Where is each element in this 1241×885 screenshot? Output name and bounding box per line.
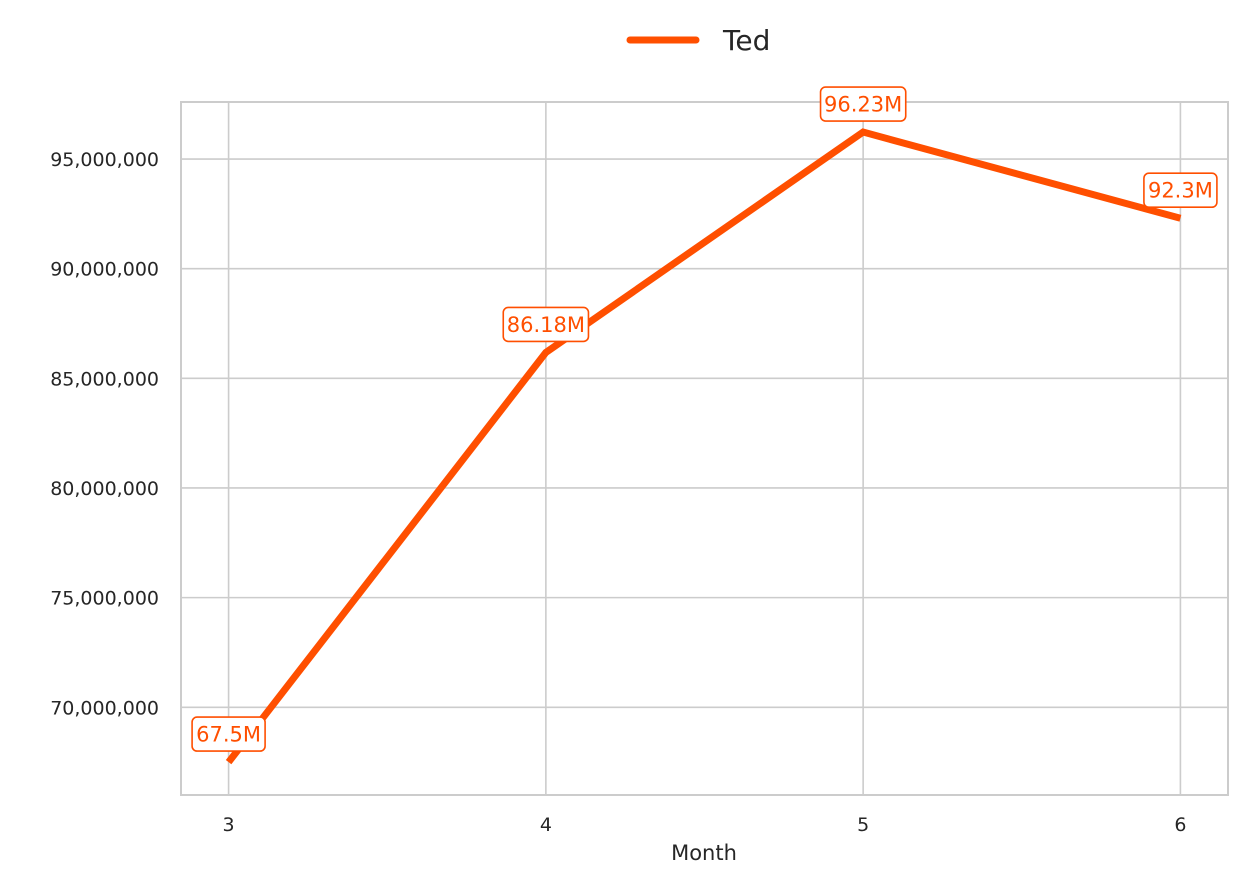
data-label-frame bbox=[1143, 172, 1218, 209]
data-labels: 67.5M 86.18M 96.23M 92.3M bbox=[191, 86, 1218, 752]
data-label-box: 92.3M bbox=[1143, 172, 1218, 209]
x-tick-label: 6 bbox=[1174, 814, 1186, 836]
plot-frame bbox=[180, 101, 1229, 796]
y-tick-label: 70,000,000 bbox=[50, 697, 159, 719]
x-axis-label: Month bbox=[671, 841, 737, 865]
y-tick-label: 80,000,000 bbox=[50, 478, 159, 500]
data-label-box: 67.5M bbox=[191, 716, 266, 752]
data-label-frame bbox=[819, 86, 907, 122]
grid-layer bbox=[181, 102, 1228, 795]
tick-labels: 3 4 5 6 70,000,000 75,000,000 80,000,000 85,000… bbox=[50, 149, 1186, 836]
series-layer bbox=[225, 128, 1182, 765]
data-label: 92.3M bbox=[1148, 179, 1213, 203]
data-label-frame bbox=[191, 716, 266, 752]
y-tick-label: 90,000,000 bbox=[50, 259, 159, 281]
data-label: 96.23M bbox=[824, 93, 902, 117]
data-label-box: 86.18M bbox=[502, 306, 590, 343]
legend: Ted bbox=[626, 24, 770, 57]
data-label-frame bbox=[502, 306, 590, 343]
y-tick-label: 95,000,000 bbox=[50, 149, 159, 171]
data-label: 67.5M bbox=[196, 723, 261, 747]
data-label-box: 96.23M bbox=[819, 86, 907, 122]
series-line-ted bbox=[225, 128, 1182, 765]
y-tick-label: 85,000,000 bbox=[50, 368, 159, 390]
x-tick-label: 4 bbox=[540, 814, 552, 836]
x-tick-label: 5 bbox=[857, 814, 869, 836]
plot-border bbox=[180, 101, 1229, 796]
data-label: 86.18M bbox=[507, 313, 585, 337]
x-tick-label: 3 bbox=[223, 814, 235, 836]
y-tick-label: 75,000,000 bbox=[50, 588, 159, 610]
legend-label-ted: Ted bbox=[722, 24, 770, 57]
